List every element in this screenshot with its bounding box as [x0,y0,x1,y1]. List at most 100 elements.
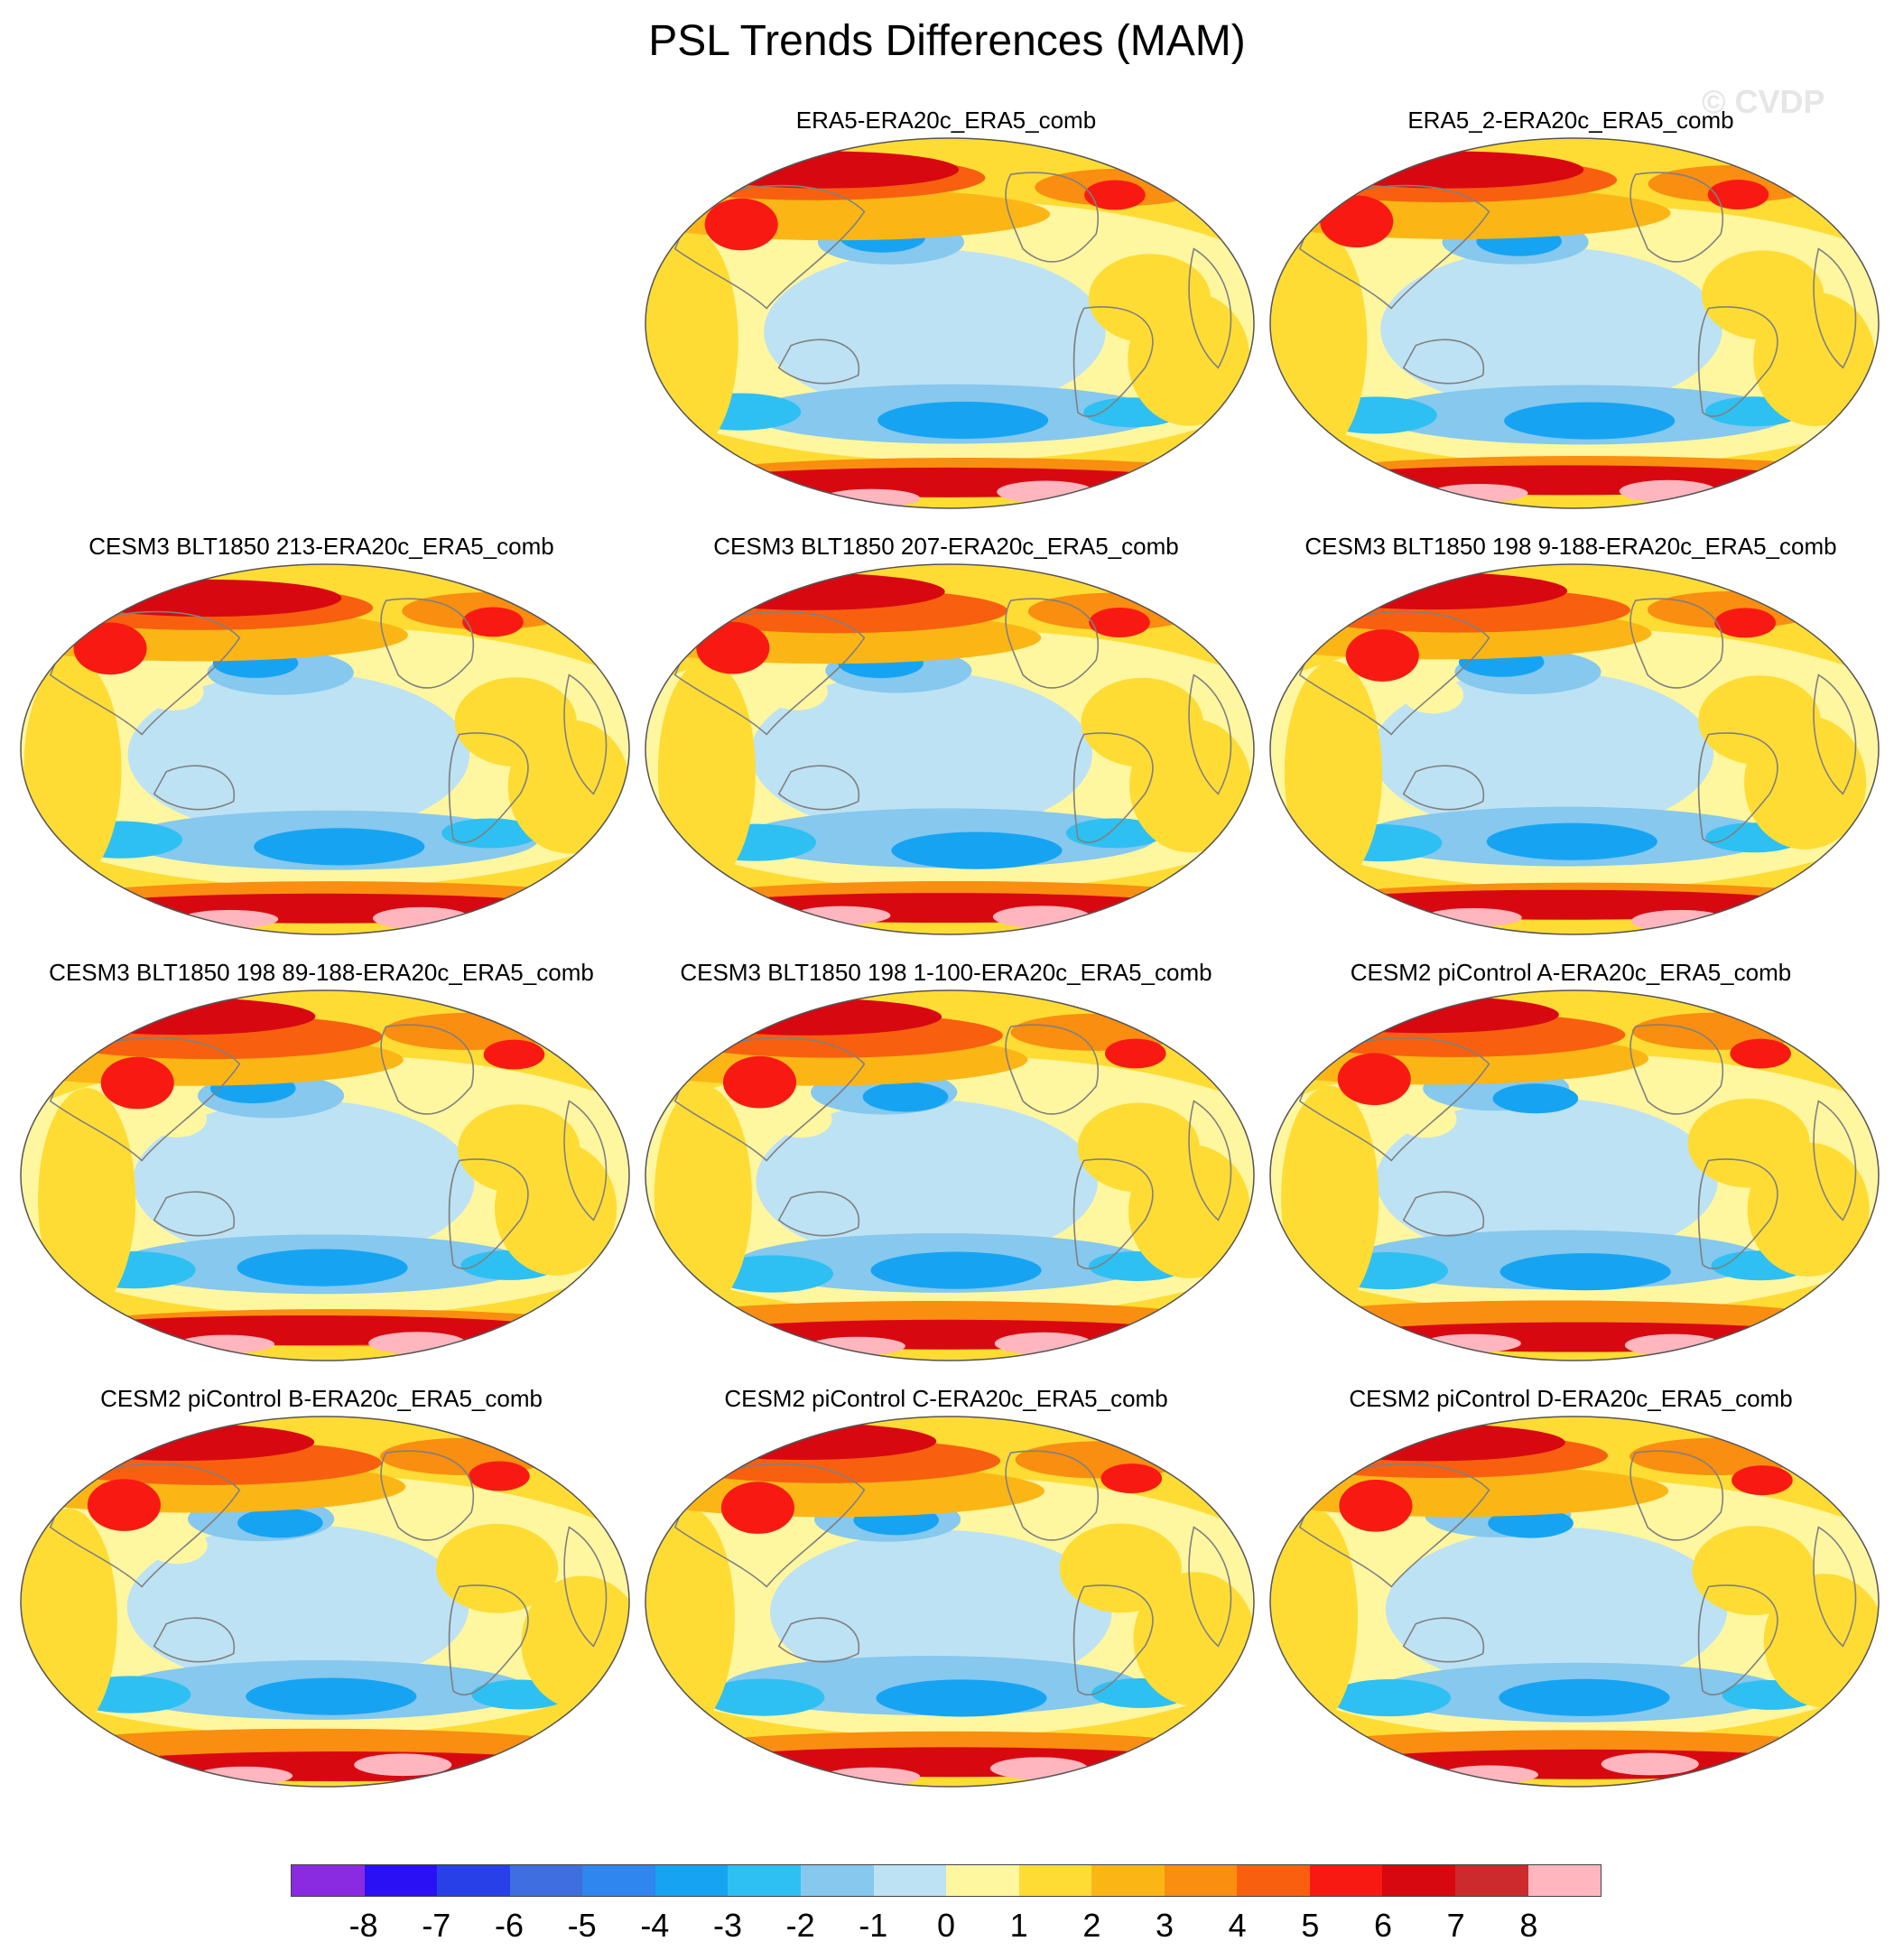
coastline [1813,247,1857,369]
coastline [153,1191,236,1237]
map-frame [20,989,630,1361]
field-contour [1270,230,1368,454]
field-contour [1308,465,1822,496]
colorbar-tick-label: -3 [712,1907,742,1944]
panel-title: CESM3 BLT1850 213-ERA20c_ERA5_comb [88,533,554,560]
field-contour [1492,1083,1579,1114]
field-contour [876,1679,1047,1717]
field-contour [1298,571,1568,610]
field-contour [1128,1144,1251,1278]
field-contour [84,1751,598,1782]
coastline [153,765,236,811]
coastline [1072,732,1154,844]
coastline [380,598,474,689]
coastline [1697,1584,1778,1696]
field-contour [1732,1465,1793,1496]
colorbar-swatch [1527,1865,1602,1896]
field-contour [1084,180,1146,210]
field-contour [1753,292,1876,426]
map-panel: ERA5-ERA20c_ERA5_comb [635,107,1258,531]
field-contour [1128,292,1250,426]
coastline [1072,1584,1154,1696]
field-contour [1744,715,1867,850]
map-svg [1269,137,1880,509]
coastline [49,1463,241,1588]
field-contour [756,1100,1098,1264]
colorbar-swatch [582,1865,655,1896]
coastline [1072,1158,1154,1270]
field-contour [1345,629,1419,682]
coastline [1697,1158,1778,1270]
colorbar-swatch [509,1865,583,1896]
coastline [1188,1100,1232,1222]
map-panel: CESM2 piControl C-ERA20c_ERA5_comb [635,1385,1258,1809]
colorbar-tick-label: -2 [785,1907,815,1944]
field-contour [1601,1752,1699,1776]
coastline [563,1526,608,1648]
field-contour [1089,608,1150,638]
pressure-field [21,990,629,1361]
coastline [777,765,860,811]
coastline [777,1617,860,1663]
field-contour [696,621,770,674]
colorbar-swatch [1382,1865,1455,1896]
map-frame [645,137,1255,509]
field-contour [132,1100,475,1264]
map-panel: CESM3 BLT1850 213-ERA20c_ERA5_comb [10,533,633,957]
coastline [1697,306,1778,418]
panel-title: CESM3 BLT1850 198 89-188-ERA20c_ERA5_com… [49,959,594,986]
field-contour [51,1315,565,1346]
pressure-field [21,564,629,934]
colorbar-swatch [873,1865,947,1896]
map-frame [1269,1416,1880,1788]
field-contour [1281,1085,1379,1310]
map-panel: CESM3 BLT1850 198 1-100-ERA20c_ERA5_comb [635,959,1258,1383]
coastline [1629,598,1723,689]
colorbar-swatch [1018,1865,1092,1896]
map-panel: CESM3 BLT1850 207-ERA20c_ERA5_comb [635,533,1258,957]
coastline [448,1158,529,1270]
field-contour [704,198,778,251]
map-svg [645,137,1255,509]
coastline [1402,765,1485,811]
field-contour [469,1461,530,1491]
coastline [777,1191,860,1237]
colorbar-swatch [800,1865,874,1896]
coastline [563,673,608,795]
coastline [1005,598,1099,689]
coastline [1005,1450,1099,1541]
pressure-field [645,1417,1254,1787]
field-contour [654,1085,752,1309]
panel-title: CESM3 BLT1850 207-ERA20c_ERA5_comb [713,533,1179,560]
field-contour [73,622,147,675]
field-contour [46,998,316,1036]
colorbar [291,1864,1602,1897]
pressure-field [645,138,1254,508]
field-contour [1059,1523,1182,1613]
field-contour [1624,1333,1723,1357]
colorbar-tick-label: -4 [640,1907,670,1944]
coastline [1629,1024,1723,1115]
colorbar-swatch [1309,1865,1383,1896]
field-contour [1385,1527,1728,1692]
map-svg [1269,1416,1880,1788]
coastline [1697,732,1778,844]
panel-title: CESM2 piControl D-ERA20c_ERA5_comb [1349,1385,1793,1412]
field-contour [673,998,942,1036]
coastline [1005,172,1099,263]
figure-title: PSL Trends Differences (MAM) [648,17,1246,65]
map-svg [645,989,1255,1361]
colorbar-tick-label: 0 [936,1907,956,1944]
panel-title: CESM2 piControl B-ERA20c_ERA5_comb [100,1385,543,1412]
field-contour [507,720,629,854]
map-frame [1269,989,1880,1361]
field-contour [1747,1142,1870,1277]
coastline [448,732,529,844]
map-panel: CESM3 BLT1850 198 89-188-ERA20c_ERA5_com… [10,959,633,1383]
field-contour [354,1753,452,1777]
field-contour [1371,671,1714,835]
field-contour [21,1508,117,1732]
panel-title: ERA5_2-ERA20c_ERA5_comb [1407,107,1734,134]
coastline [448,1584,529,1696]
coastline [673,184,866,310]
